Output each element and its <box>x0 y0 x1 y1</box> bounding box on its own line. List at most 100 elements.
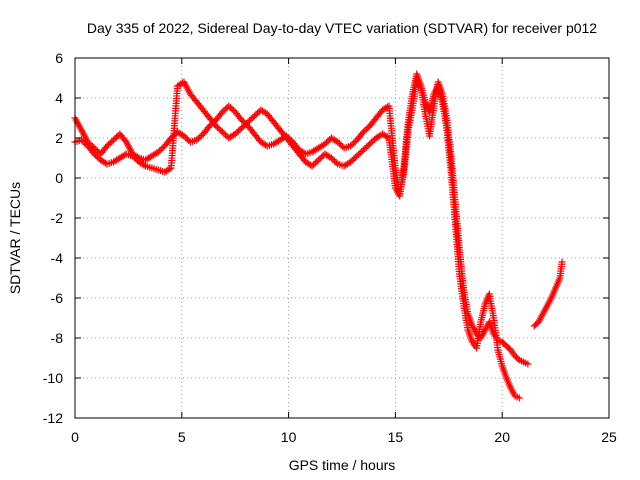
data-point <box>105 141 113 148</box>
data-point <box>366 140 374 148</box>
data-point <box>92 152 100 159</box>
data-point <box>514 355 522 363</box>
data-point <box>218 128 226 136</box>
data-point <box>212 122 220 130</box>
series-points <box>71 76 532 368</box>
data-point <box>334 138 342 146</box>
data-point <box>228 105 236 113</box>
data-point <box>332 159 340 166</box>
y-tick-label: -2 <box>51 210 64 226</box>
data-point <box>331 157 339 165</box>
data-point <box>324 137 332 145</box>
data-point <box>316 155 324 162</box>
data-point <box>234 127 242 135</box>
data-point <box>225 102 233 110</box>
data-point <box>335 140 343 147</box>
data-point <box>367 139 375 146</box>
data-point <box>109 136 117 144</box>
plot-frame <box>74 57 610 419</box>
y-tick-label: -10 <box>43 370 63 386</box>
data-point <box>217 127 225 134</box>
data-point <box>244 118 252 126</box>
data-point <box>222 105 230 113</box>
data-point <box>359 146 367 154</box>
data-point <box>358 148 366 155</box>
data-point <box>313 158 321 165</box>
x-tick-label: 0 <box>71 429 79 445</box>
data-point <box>238 124 246 132</box>
data-point <box>329 156 337 163</box>
data-point <box>226 104 234 111</box>
data-point <box>369 137 377 145</box>
data-point <box>350 139 358 147</box>
data-point <box>215 125 223 133</box>
data-point <box>247 115 255 123</box>
data-point <box>347 142 355 150</box>
data-point <box>90 150 98 158</box>
data-point <box>361 127 369 134</box>
y-tick-label: 2 <box>55 130 63 146</box>
data-point <box>246 117 254 124</box>
data-point <box>130 154 138 161</box>
data-point <box>327 154 335 162</box>
data-point <box>111 135 119 142</box>
y-tick-label: -8 <box>51 330 64 346</box>
data-point <box>206 122 214 130</box>
data-point <box>238 116 246 124</box>
data-point <box>315 156 323 164</box>
data-point <box>350 155 358 163</box>
data-point <box>364 142 372 149</box>
y-tick-label: -6 <box>51 290 64 306</box>
data-point <box>183 135 191 143</box>
data-point <box>108 138 116 145</box>
series-points <box>71 70 523 402</box>
data-point <box>310 161 318 168</box>
data-point <box>218 108 226 116</box>
x-tick-label: 5 <box>178 429 186 445</box>
x-tick-label: 15 <box>388 429 404 445</box>
data-point <box>231 130 239 138</box>
data-point <box>337 141 345 149</box>
data-point <box>103 142 111 150</box>
data-point <box>348 157 356 164</box>
data-point <box>359 128 367 136</box>
data-point <box>356 149 364 157</box>
data-point <box>129 152 137 160</box>
y-tick-label: 4 <box>55 90 63 106</box>
data-point <box>182 134 190 141</box>
data-point <box>158 145 166 153</box>
x-tick-label: 20 <box>494 429 510 445</box>
data-point <box>214 124 222 131</box>
gridlines <box>75 58 609 418</box>
data-point <box>323 139 331 146</box>
y-tick-label: -4 <box>51 250 64 266</box>
data-point <box>233 129 241 136</box>
data-point <box>351 154 359 161</box>
data-point <box>524 360 532 368</box>
data-point <box>222 131 230 139</box>
data-point <box>311 159 319 167</box>
data-point <box>121 136 129 144</box>
data-point <box>347 158 355 166</box>
data-point <box>363 143 371 151</box>
data-point <box>249 114 257 121</box>
data-point <box>363 125 371 133</box>
data-point <box>252 111 260 118</box>
data-point <box>132 155 140 163</box>
data-point <box>81 139 89 147</box>
data-point <box>558 258 566 266</box>
data-point <box>254 109 262 117</box>
data-points <box>71 70 566 402</box>
data-point <box>194 135 202 142</box>
data-point <box>355 151 363 158</box>
data-point <box>106 139 114 147</box>
y-tick-label: 0 <box>55 170 63 186</box>
data-point <box>154 148 162 156</box>
y-tick-label: 6 <box>55 50 63 66</box>
data-point <box>242 120 250 127</box>
data-point <box>348 141 356 148</box>
data-point <box>353 152 361 160</box>
x-axis-label: GPS time / hours <box>289 457 396 473</box>
